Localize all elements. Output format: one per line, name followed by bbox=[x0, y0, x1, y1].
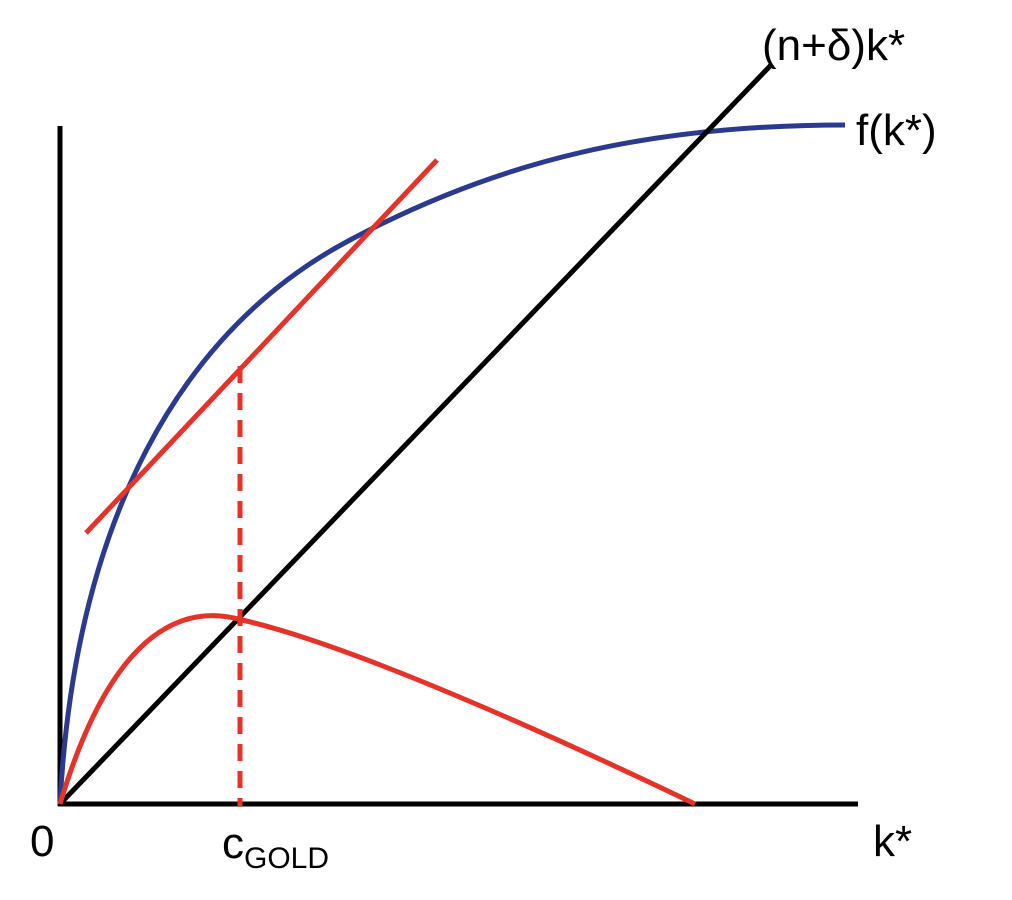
x-axis-label: k* bbox=[873, 817, 912, 866]
golden-rule-label-main: c bbox=[222, 819, 244, 868]
tangent-line bbox=[84, 158, 439, 535]
origin-label: 0 bbox=[30, 817, 54, 866]
consumption-curve bbox=[57, 613, 697, 807]
golden-rule-label: cGOLD bbox=[222, 819, 329, 875]
production-function-label: f(k*) bbox=[856, 106, 937, 155]
break-even-line bbox=[58, 62, 774, 806]
golden-rule-label-subscript: GOLD bbox=[244, 842, 329, 875]
production-function-curve bbox=[57, 122, 846, 805]
break-even-line-label: (n+δ)k* bbox=[762, 21, 905, 70]
